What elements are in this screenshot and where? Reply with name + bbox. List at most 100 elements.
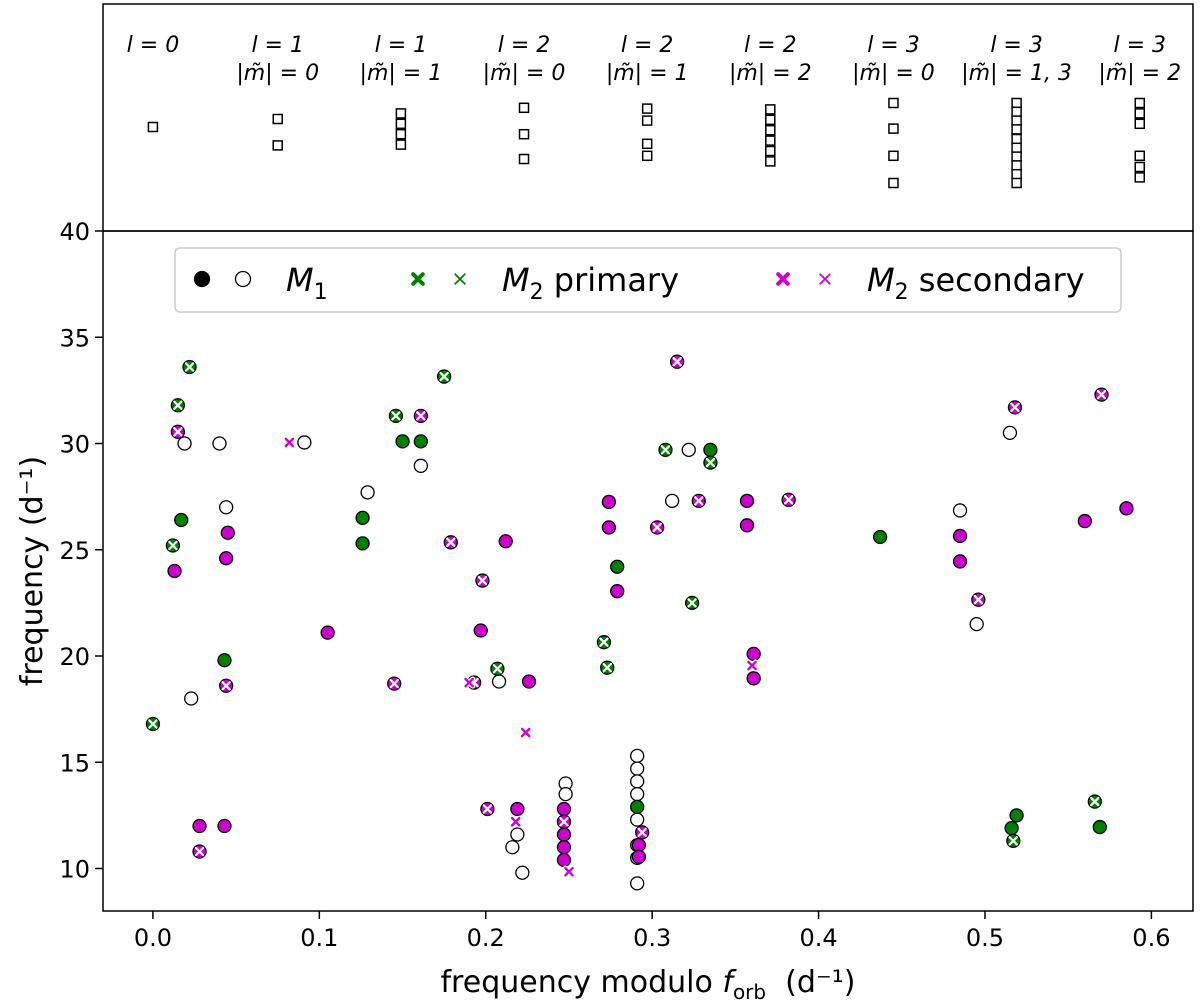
mode-square-marker xyxy=(1011,124,1022,135)
data-point-secondary xyxy=(952,554,968,569)
x-tick-label: 0.6 xyxy=(1132,924,1170,952)
data-point-m1 xyxy=(630,812,645,827)
plot-frame xyxy=(102,230,1194,912)
data-point-m1 xyxy=(510,827,525,842)
x-tick-label: 0.2 xyxy=(467,924,505,952)
legend-marker-cross xyxy=(819,273,831,285)
data-point-cross xyxy=(705,457,716,468)
data-point-m1 xyxy=(630,786,645,802)
legend-marker-m1-open xyxy=(234,270,252,288)
mode-square-marker xyxy=(395,108,407,119)
mode-label-m: |m̃| = 1, 3 xyxy=(961,61,1072,86)
data-point-cross xyxy=(694,496,704,506)
mode-square-marker xyxy=(765,135,776,146)
data-point-m1 xyxy=(212,436,227,451)
mode-label-l: l = 3 xyxy=(990,33,1043,58)
mode-label-l: l = 2 xyxy=(744,33,797,58)
mode-square-marker xyxy=(395,118,407,130)
mode-square-marker xyxy=(1011,160,1022,171)
data-point-cross xyxy=(637,827,647,838)
mode-square-marker xyxy=(272,113,283,125)
data-point-secondary-cross xyxy=(564,866,574,877)
x-tick-label: 0.5 xyxy=(966,924,1004,952)
data-point-secondary xyxy=(746,646,761,662)
mode-square-marker xyxy=(1011,142,1022,154)
data-point-cross xyxy=(672,356,682,367)
data-point-m1 xyxy=(1002,425,1018,441)
data-point-secondary xyxy=(192,818,207,834)
data-point-cross xyxy=(1096,389,1107,400)
data-point-cross xyxy=(194,846,205,857)
data-point-m1 xyxy=(630,748,645,764)
data-point-m1 xyxy=(491,674,507,689)
data-point-m1 xyxy=(515,865,530,880)
legend-label-secondary: M2 secondary xyxy=(867,261,1085,305)
data-point-secondary xyxy=(746,671,761,686)
y-axis-ticks: 10 15 20 25 30 35 40 xyxy=(59,218,103,884)
mode-square-marker xyxy=(765,124,776,136)
data-point-m1 xyxy=(177,436,192,451)
data-point-cross xyxy=(173,400,183,410)
mode-square-marker xyxy=(272,140,283,151)
mode-label-m: |m̃| = 2 xyxy=(729,61,812,86)
mode-square-marker xyxy=(395,139,407,150)
data-point-secondary xyxy=(473,623,488,638)
data-point-m1 xyxy=(969,616,984,632)
mode-label-m: |m̃| = 1 xyxy=(360,61,443,86)
mode-square-marker xyxy=(1134,97,1145,109)
data-point-secondary xyxy=(510,801,525,817)
data-point-secondary xyxy=(739,518,755,533)
data-point-cross xyxy=(602,662,612,673)
data-point-secondary xyxy=(220,525,235,540)
y-tick-label: 20 xyxy=(59,643,90,671)
data-point-m1 xyxy=(360,485,375,500)
x-tick-label: 0.4 xyxy=(799,924,837,952)
data-point-secondary xyxy=(739,493,755,509)
data-point-cross xyxy=(416,411,426,421)
mode-square-marker xyxy=(1011,97,1022,109)
mode-label-m: |m̃| = 0 xyxy=(852,61,935,86)
x-tick-label: 0.1 xyxy=(300,924,338,952)
mode-label-m: |m̃| = 0 xyxy=(236,61,319,86)
data-point-m1 xyxy=(630,876,645,891)
data-point-secondary xyxy=(217,818,232,834)
data-point-secondary xyxy=(601,494,617,510)
data-point-cross xyxy=(1008,836,1018,846)
mode-panel: l = 0 l = 1 |m̃| = 0 l = 1 |m̃| = 1 l = 2 |m̃|… xyxy=(127,33,1181,189)
data-point-m1 xyxy=(664,493,680,509)
mode-square-marker xyxy=(518,102,530,114)
mode-label-m: |m̃| = 1 xyxy=(606,61,689,86)
mode-label-l: l = 1 xyxy=(375,33,428,58)
data-point-primary xyxy=(872,529,888,545)
data-point-secondary xyxy=(952,528,968,544)
y-tick-label: 25 xyxy=(59,537,90,565)
data-point-primary xyxy=(355,510,370,526)
data-point-cross xyxy=(482,804,493,814)
mode-square-marker xyxy=(1134,172,1145,183)
data-point-secondary xyxy=(556,827,572,842)
data-point-primary xyxy=(413,434,428,449)
data-point-cross xyxy=(599,637,609,647)
data-point-primary xyxy=(174,512,189,528)
data-point-cross xyxy=(559,817,569,827)
mode-square-marker xyxy=(1011,151,1022,162)
data-point-cross xyxy=(391,411,401,421)
legend-marker-cross xyxy=(776,272,790,286)
mode-label-l: l = 2 xyxy=(621,33,674,58)
data-point-secondary xyxy=(556,852,572,868)
data-point-secondary-cross xyxy=(464,677,474,688)
mode-square-marker xyxy=(888,123,899,134)
y-axis-label: frequency (d⁻¹) xyxy=(15,456,50,686)
mode-square-marker xyxy=(1134,150,1145,162)
x-tick-label: 0.3 xyxy=(633,924,671,952)
data-point-secondary xyxy=(1119,501,1134,516)
data-point-primary xyxy=(1092,819,1107,835)
data-point-m1 xyxy=(630,774,645,789)
legend-label-m1: M1 xyxy=(286,261,328,305)
legend-markers xyxy=(193,270,831,288)
mode-square-marker xyxy=(765,145,776,157)
data-point-primary xyxy=(1004,820,1019,836)
data-point-cross xyxy=(492,664,503,674)
mode-label-m: |m̃| = 0 xyxy=(483,61,566,86)
data-point-secondary xyxy=(167,563,182,579)
